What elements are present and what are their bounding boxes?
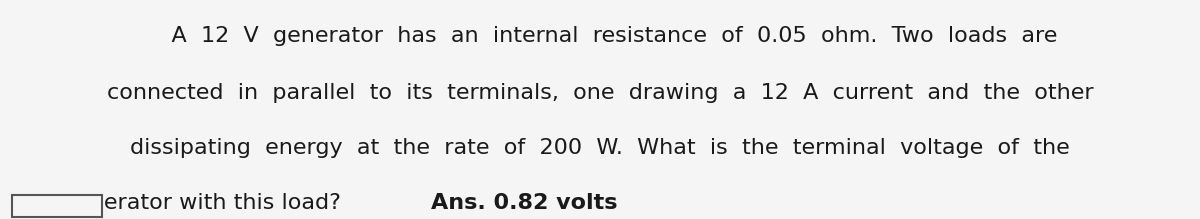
Text: dissipating  energy  at  the  rate  of  200  W.  What  is  the  terminal  voltag: dissipating energy at the rate of 200 W.… xyxy=(130,138,1070,158)
Text: connected  in  parallel  to  its  terminals,  one  drawing  a  12  A  current  a: connected in parallel to its terminals, … xyxy=(107,83,1093,103)
Text: A  12  V  generator  has  an  internal  resistance  of  0.05  ohm.  Two  loads  : A 12 V generator has an internal resista… xyxy=(143,26,1057,46)
Text: generator with this load?: generator with this load? xyxy=(62,193,348,213)
Text: Ans. 0.82 volts: Ans. 0.82 volts xyxy=(432,193,618,213)
